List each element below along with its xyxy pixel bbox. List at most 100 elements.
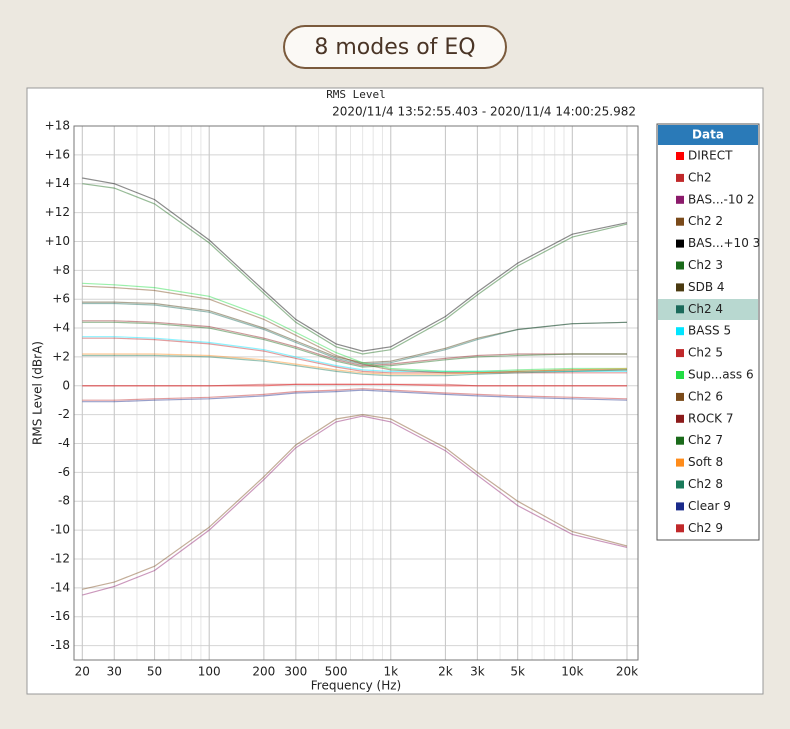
y-tick-label: +8 [52,263,70,277]
y-tick-label: -4 [58,436,70,450]
legend-box [656,123,760,541]
series-line [82,177,628,352]
legend-swatch [676,458,684,467]
chart-panel [26,87,764,695]
series-line [82,301,628,364]
y-tick-label: +18 [45,119,70,133]
y-tick-label: -2 [58,407,70,421]
legend-label: Sup...ass 6 [688,368,754,382]
x-tick-label: 3k [470,665,485,679]
legend-label: Ch2 7 [688,433,723,447]
legend-label: BAS...+10 3 [688,236,760,250]
legend-label: Ch2 [688,170,712,184]
legend-swatch [676,195,684,204]
series-line [82,354,628,377]
series-line [82,285,627,374]
series-line [82,337,627,374]
legend-label: Ch2 8 [688,477,723,491]
y-tick-label: +2 [52,349,70,363]
x-tick-label: 500 [325,665,348,679]
chart-subtitle: 2020/11/4 13:52:55.403 - 2020/11/4 14:00… [332,105,636,119]
y-tick-label: +10 [45,234,70,248]
legend-swatch [676,173,684,182]
legend-swatch [676,239,684,248]
x-tick-label: 300 [284,665,307,679]
legend-label: Ch2 6 [688,389,723,403]
legend-swatch [676,152,684,160]
legend-label: Clear 9 [688,499,731,513]
y-tick-label: -16 [50,609,70,623]
x-tick-label: 20k [616,665,638,679]
series-line [82,388,628,401]
series-line [82,282,627,372]
y-axis-label: RMS Level (dBrA) [31,341,45,445]
y-tick-label: -6 [58,465,70,479]
chart-title: RMS Level [326,88,386,101]
y-tick-label: -18 [50,638,70,652]
legend-label: Ch2 3 [688,258,723,272]
legend-label: ROCK 7 [688,411,733,425]
legend-swatch [676,436,684,445]
x-tick-label: 100 [198,665,221,679]
series-line [82,413,628,590]
series-line [82,389,628,403]
y-tick-label: +12 [45,205,70,219]
legend-swatch [676,502,684,511]
legend-swatch [676,349,684,358]
x-tick-label: 50 [147,665,162,679]
legend-title: Data [692,128,724,142]
legend-label: DIRECT [688,149,733,163]
x-tick-label: 1k [383,665,398,679]
y-tick-label: +4 [52,321,70,335]
legend-swatch [676,371,684,379]
legend-swatch [676,414,684,423]
y-tick-label: 0 [62,378,70,392]
legend-swatch [676,327,684,336]
legend-swatch [676,480,684,489]
x-axis-label: Frequency (Hz) [311,679,402,693]
legend-header [658,125,758,145]
legend-swatch [676,283,684,292]
y-tick-label: -8 [58,494,70,508]
x-tick-label: 5k [510,665,525,679]
series-line [82,321,627,368]
x-tick-label: 10k [561,665,583,679]
x-tick-label: 200 [252,665,275,679]
x-tick-label: 2k [438,665,453,679]
legend-swatch [676,305,684,314]
y-tick-label: +14 [45,176,70,190]
y-tick-label: -10 [50,523,70,537]
series-line [82,353,628,375]
y-tick-label: -14 [50,580,70,594]
series-line [82,383,627,387]
legend-label: BAS...-10 2 [688,192,755,206]
legend-swatch [676,217,684,226]
y-tick-label: +6 [52,292,70,306]
x-tick-label: 30 [107,665,122,679]
legend-label: Ch2 2 [688,214,723,228]
series-line [82,336,627,372]
series-line [82,383,627,387]
y-tick-label: -12 [50,551,70,565]
page-title: 8 modes of EQ [314,35,475,60]
legend-label: Soft 8 [688,455,723,469]
y-tick-label: +16 [45,147,70,161]
series-line [82,320,627,367]
series-line [82,183,628,355]
series-line [82,415,628,596]
series-line [82,302,628,365]
x-tick-label: 20 [75,665,90,679]
plot-border [73,125,639,661]
legend-label: SDB 4 [688,280,725,294]
legend-label: Ch2 4 [688,302,723,316]
legend-swatch [676,392,684,401]
legend-swatch [676,524,684,533]
title-pill [283,25,507,69]
legend-label: Ch2 5 [688,346,723,360]
legend-swatch [676,261,684,270]
legend-highlight [658,299,758,320]
legend-label: Ch2 9 [688,521,723,535]
legend-label: BASS 5 [688,324,731,338]
